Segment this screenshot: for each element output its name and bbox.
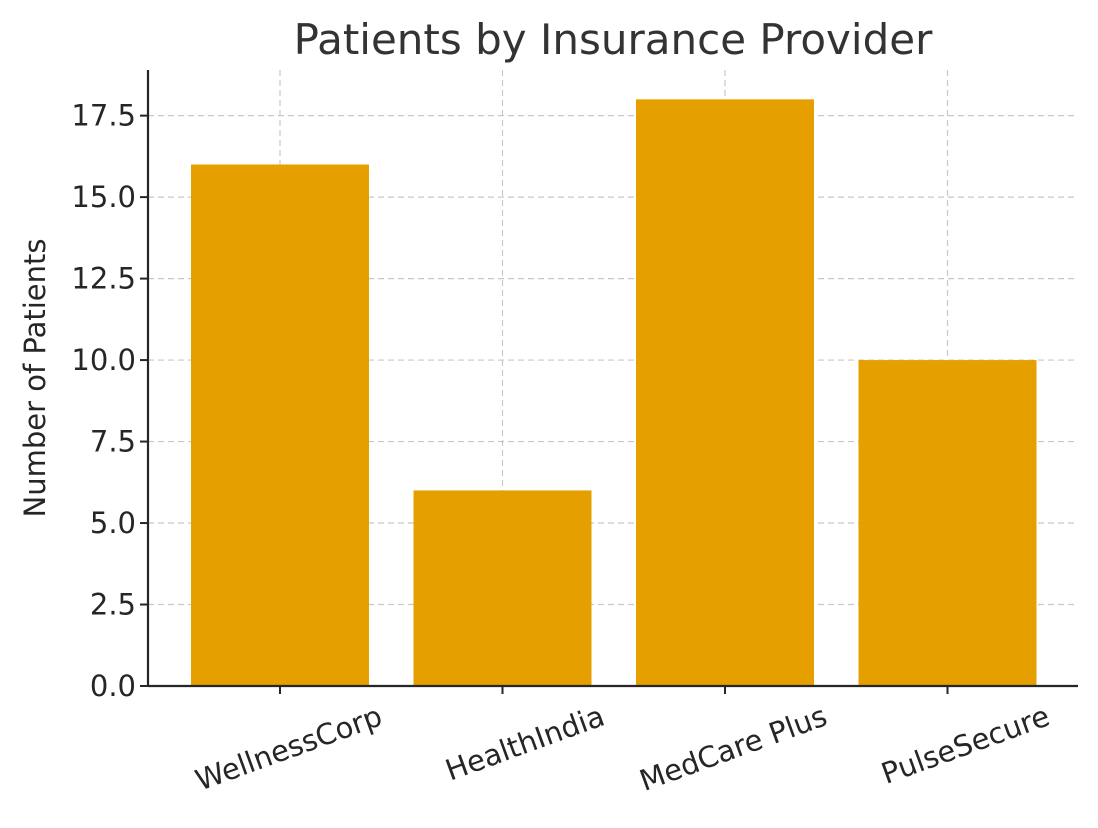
- bar-wellnesscorp: [191, 164, 369, 686]
- y-tick-label: 10.0: [71, 343, 136, 377]
- y-axis-label: Number of Patients: [18, 239, 52, 518]
- x-tick-label: MedCare Plus: [635, 699, 831, 798]
- bars: [191, 99, 1037, 687]
- y-tick-label: 12.5: [71, 262, 136, 296]
- y-tick-label: 17.5: [71, 99, 136, 133]
- y-tick-label: 7.5: [90, 425, 136, 459]
- y-tick-label: 15.0: [71, 180, 136, 214]
- bar-healthindia: [413, 490, 592, 686]
- bar-pulsesecure: [858, 360, 1037, 686]
- x-ticks: WellnessCorp HealthIndia MedCare Plus Pulse…: [191, 686, 1054, 798]
- bar-medcare-plus: [636, 99, 814, 687]
- x-tick-label: HealthIndia: [441, 699, 609, 788]
- x-tick-label: WellnessCorp: [191, 699, 387, 798]
- y-tick-label: 0.0: [90, 669, 136, 703]
- y-ticks: 0.0 2.5 5.0 7.5 10.0 12.5 15.0 17.5: [71, 99, 148, 703]
- y-tick-label: 5.0: [90, 506, 136, 540]
- y-tick-label: 2.5: [90, 588, 136, 622]
- axes: [146, 70, 1078, 688]
- chart-title: Patients by Insurance Provider: [294, 15, 933, 64]
- x-tick-label: PulseSecure: [877, 699, 1054, 791]
